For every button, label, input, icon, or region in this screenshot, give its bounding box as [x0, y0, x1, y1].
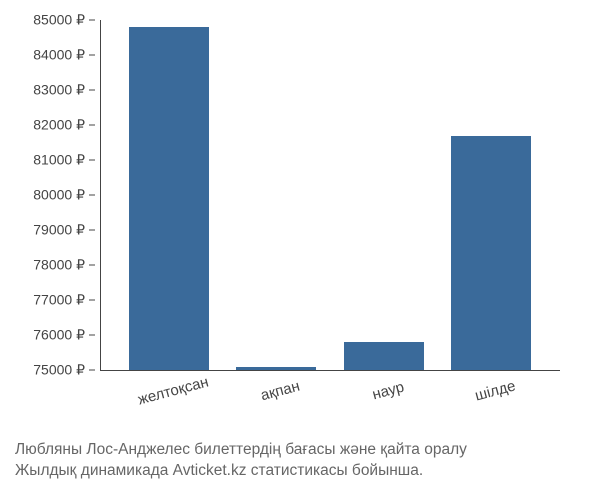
y-tick-mark: [89, 20, 95, 21]
y-tick-label: 77000 ₽: [33, 292, 85, 309]
y-tick-label: 80000 ₽: [33, 187, 85, 204]
y-tick-mark: [89, 160, 95, 161]
bar: [129, 27, 209, 370]
bar: [236, 367, 316, 371]
y-tick-label: 81000 ₽: [33, 152, 85, 169]
y-tick-label: 75000 ₽: [33, 362, 85, 379]
y-tick-mark: [89, 230, 95, 231]
chart-caption: Любляны Лос-Анджелес билеттердің бағасы …: [15, 440, 467, 482]
y-tick-label: 82000 ₽: [33, 117, 85, 134]
bar: [344, 342, 424, 370]
y-tick-mark: [89, 195, 95, 196]
y-tick-mark: [89, 265, 95, 266]
y-tick-mark: [89, 300, 95, 301]
chart-plot-area: [100, 20, 560, 370]
x-tick-label: шілде: [455, 372, 548, 451]
caption-line-2: Жылдық динамикада Avticket.kz статистика…: [15, 461, 467, 482]
y-tick-label: 83000 ₽: [33, 82, 85, 99]
y-tick-mark: [89, 125, 95, 126]
y-tick-label: 85000 ₽: [33, 12, 85, 29]
caption-line-1: Любляны Лос-Анджелес билеттердің бағасы …: [15, 440, 467, 461]
y-axis: 75000 ₽76000 ₽77000 ₽78000 ₽79000 ₽80000…: [0, 20, 95, 370]
y-tick-label: 78000 ₽: [33, 257, 85, 274]
y-tick-mark: [89, 335, 95, 336]
y-tick-mark: [89, 90, 95, 91]
y-tick-label: 79000 ₽: [33, 222, 85, 239]
y-tick-label: 76000 ₽: [33, 327, 85, 344]
y-tick-mark: [89, 55, 95, 56]
y-tick-mark: [89, 370, 95, 371]
bars-container: [100, 20, 560, 370]
x-axis-labels: желтоқсанақпаннауршілде: [100, 375, 560, 435]
y-tick-label: 84000 ₽: [33, 47, 85, 64]
bar: [451, 136, 531, 371]
x-axis-line: [100, 370, 560, 371]
